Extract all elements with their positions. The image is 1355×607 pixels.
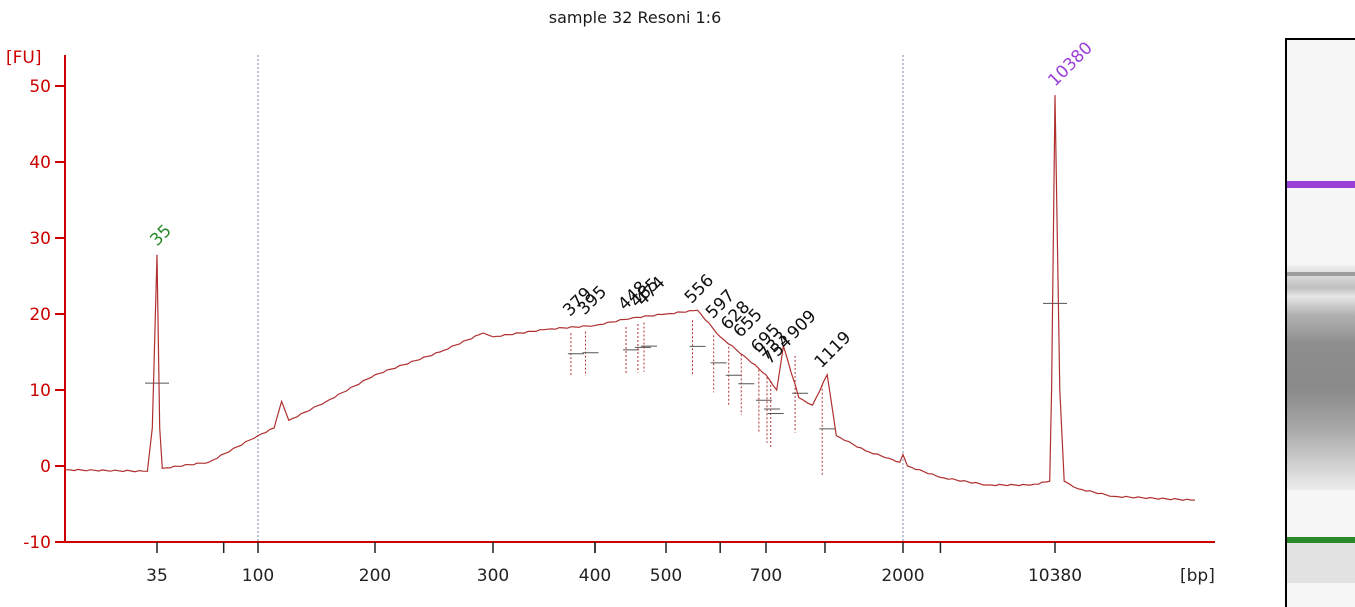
x-tick-label: 100 xyxy=(242,566,274,586)
axes xyxy=(64,55,1215,543)
peak-label: 909 xyxy=(783,306,820,343)
gel-band-upper-marker xyxy=(1287,181,1355,188)
y-tick-label: 30 xyxy=(29,229,51,249)
gel-bottom-shade xyxy=(1287,543,1355,583)
virtual-gel-lane xyxy=(1285,38,1355,607)
x-tick-label: 35 xyxy=(146,566,168,586)
x-tick-label: 10380 xyxy=(1028,566,1082,586)
x-axis-label: [bp] xyxy=(1180,566,1215,586)
y-tick-label: 20 xyxy=(29,305,51,325)
y-tick-label: 40 xyxy=(29,153,51,173)
y-tick-label: 10 xyxy=(29,381,51,401)
x-tick-label: 500 xyxy=(650,566,682,586)
trace-line xyxy=(65,95,1196,501)
chart-title: sample 32 Resoni 1:6 xyxy=(548,8,722,27)
y-tick-label: -10 xyxy=(23,533,51,553)
region-dividers xyxy=(257,55,904,542)
electropherogram: -10 0 10 20 30 40 50 35 100 200 300 400 500 700 2000 1… xyxy=(6,38,1215,586)
y-tick-label: 50 xyxy=(29,77,51,97)
peak-baselines xyxy=(145,302,1067,475)
x-tick-label: 300 xyxy=(477,566,509,586)
y-tick-label: 0 xyxy=(40,457,51,477)
x-tick-label: 2000 xyxy=(881,566,924,586)
peak-label: 1119 xyxy=(811,328,856,373)
marker-label: 10380 xyxy=(1044,38,1096,90)
gel-band-faint xyxy=(1287,272,1355,276)
marker-label: 35 xyxy=(146,221,175,250)
x-tick-label: 200 xyxy=(359,566,391,586)
y-axis-ticks: -10 0 10 20 30 40 50 xyxy=(23,77,65,553)
x-tick-label: 700 xyxy=(750,566,782,586)
gel-smear xyxy=(1287,265,1355,490)
x-tick-label: 400 xyxy=(579,566,611,586)
y-axis-label: [FU] xyxy=(6,48,42,68)
x-axis-ticks: 35 100 200 300 400 500 700 2000 10380 xyxy=(146,542,1082,586)
gel-band-lower-marker xyxy=(1287,537,1355,543)
